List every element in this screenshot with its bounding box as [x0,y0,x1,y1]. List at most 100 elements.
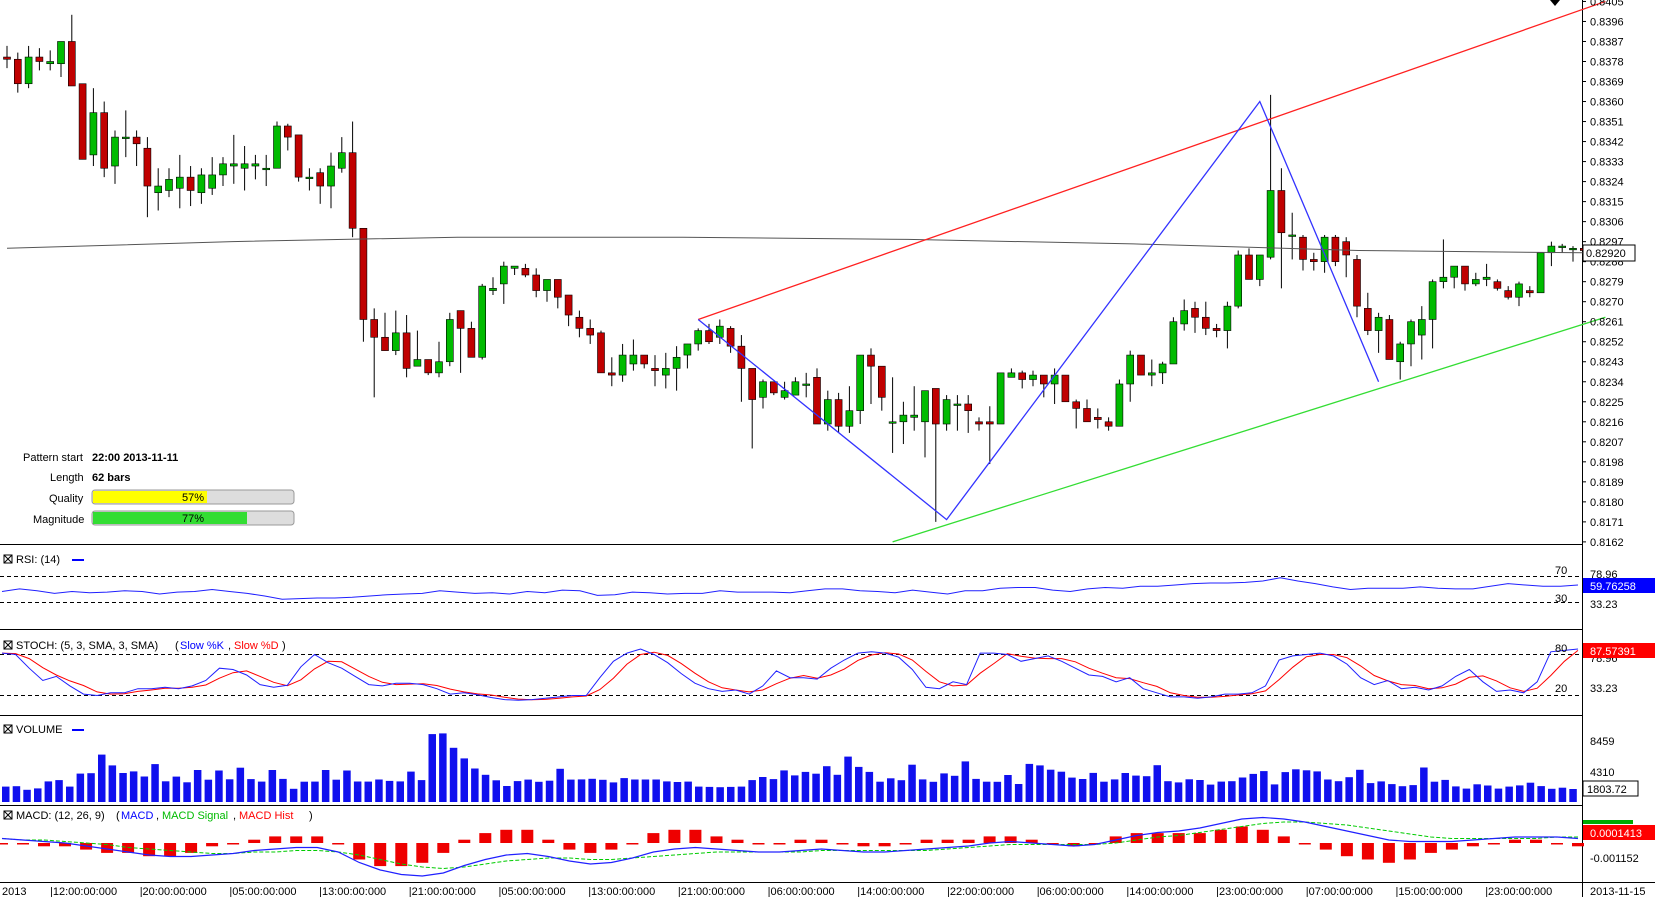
time-label: |06:00:00:000 [1037,886,1104,897]
volume-bar [833,774,842,802]
candle-body [791,381,800,396]
pattern-zigzag [697,100,1380,521]
candle-body [888,421,897,424]
candle-body [942,399,951,425]
candle-body [359,227,368,320]
volume-bar [1484,785,1492,802]
price-tick-label: 0.8252 [1590,337,1624,349]
macd-hist-bar [836,843,849,845]
candle-body [1493,281,1502,289]
candle-body [305,176,314,179]
volume-bar [1494,788,1503,802]
volume-bar [353,781,362,802]
price-tick-label: 0.8396 [1590,16,1624,28]
volume-bar [1398,786,1407,802]
volume-bar [1345,777,1353,802]
volume-bar [23,789,31,802]
candle-body [1104,421,1113,427]
macd-hist-bar [290,836,303,843]
stoch-legend-comma: , [228,640,231,652]
macd-hist-bar [857,843,870,847]
volume-bar [12,786,21,802]
volume-bar [887,778,895,802]
volume-bar [1441,779,1449,802]
macd-hist-bar [185,843,198,853]
volume-bar [535,781,543,802]
candle-body [1245,254,1253,280]
candle-body [499,265,508,285]
candle-body [402,332,411,369]
volume-bar [1334,781,1343,802]
candle-body [543,279,551,291]
macd-hist-bar [773,843,786,845]
time-label: |14:00:00:000 [1126,886,1193,897]
time-label: |21:00:00:000 [409,886,476,897]
price-tick-label: 0.8189 [1590,477,1624,489]
candle-body [208,174,216,189]
candle-body [510,265,519,269]
scroll-marker-icon[interactable] [1550,0,1560,6]
volume-bar [1537,786,1545,802]
candle-body [143,147,152,187]
candle-body [953,403,962,406]
macd-hist-bar [17,843,29,845]
candle-body [186,176,195,191]
candle-body [100,112,108,169]
candle-body [46,61,55,65]
volume-bar [876,781,884,802]
volume-bar [663,781,671,802]
volume-bar [417,780,426,802]
volume-bar [1025,763,1034,802]
volume-bar [1356,769,1364,802]
volume-bar [1185,779,1193,802]
resistance-line [697,0,1606,321]
macd-hist-bar [668,829,681,843]
length-value: 62 bars [92,472,131,484]
price-tick-label: 0.8351 [1590,117,1624,129]
volume-bar [311,781,319,802]
candle-body [1482,276,1491,280]
candle-body [1202,316,1210,329]
candle-body [381,336,389,351]
macd-hist-bar [1298,843,1311,845]
time-label: |13:00:00:000 [588,886,655,897]
volume-bar [1558,787,1567,802]
volume-bar [481,774,490,802]
candle-body [1212,328,1221,331]
volume-bar [1164,781,1172,802]
time-label: |23:00:00:000 [1216,886,1283,897]
volume-bar [780,770,788,802]
candle-body [1418,319,1426,336]
macd-hist-bar [1172,833,1185,843]
volume-bar [855,766,863,802]
time-label: |06:00:00:000 [768,886,835,897]
macd-legend-c1: , [156,810,159,822]
volume-bar [1260,771,1268,802]
candle-body [370,319,379,338]
volume-bar [449,747,458,802]
price-tick-label: 0.8225 [1590,397,1624,409]
candle-body [899,414,908,423]
volume-bar [1377,781,1385,802]
volume-bar [609,782,618,802]
macd-hist-bar [983,836,996,843]
volume-bar [321,770,330,802]
time-label: 2013-11-15 [1590,886,1645,897]
volume-bar [684,781,692,802]
macd-hist-bar [542,839,555,843]
volume-panel: VOLUME 8459 4310 1803.72 [2,724,1639,802]
volume-bar [1313,771,1321,802]
macd-hist-bar [962,839,975,843]
candle-body [219,163,227,176]
macd-hist-bar [437,843,450,853]
candle-body [1504,290,1512,298]
macd-hist-bar [1088,843,1101,845]
time-label: |14:00:00:000 [857,886,924,897]
price-tick-label: 0.8279 [1590,277,1624,289]
price-tick-label: 0.8324 [1590,177,1624,189]
volume-bar [865,771,874,802]
macd-hist-bar [1046,843,1059,845]
candle-body [780,390,789,398]
candle-body [867,354,875,367]
